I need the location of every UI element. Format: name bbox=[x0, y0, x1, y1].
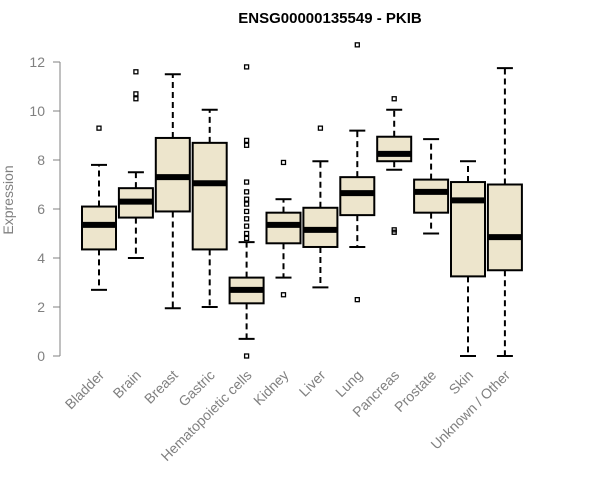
box-group bbox=[81, 125, 117, 291]
outlier-point bbox=[133, 91, 139, 97]
y-tick-label: 2 bbox=[37, 299, 45, 315]
outlier-point bbox=[243, 64, 250, 70]
x-tick-label: Kidney bbox=[250, 367, 292, 409]
outlier-point bbox=[280, 159, 287, 166]
outlier-point bbox=[243, 189, 250, 195]
box-group bbox=[154, 73, 191, 310]
box-group bbox=[486, 67, 523, 357]
box-group bbox=[413, 138, 450, 235]
outlier-point bbox=[243, 235, 250, 242]
y-tick-label: 0 bbox=[37, 348, 45, 364]
iqr-box bbox=[450, 181, 486, 278]
outlier-point bbox=[280, 292, 287, 298]
outlier-point bbox=[243, 216, 250, 222]
x-tick-label: Bladder bbox=[62, 367, 108, 413]
chart-title: ENSG00000135549 - PKIB bbox=[238, 10, 422, 27]
box-group bbox=[339, 42, 376, 303]
outlier-point bbox=[243, 230, 250, 237]
boxes-layer bbox=[81, 42, 523, 359]
x-tick-label: Breast bbox=[141, 367, 181, 407]
outlier-point bbox=[243, 223, 250, 229]
outlier-point bbox=[133, 96, 139, 102]
iqr-box bbox=[486, 183, 523, 272]
outlier-point bbox=[391, 96, 397, 102]
outlier-point bbox=[243, 137, 250, 144]
outlier-point bbox=[243, 201, 250, 207]
box-group bbox=[228, 64, 265, 359]
outlier-point bbox=[243, 353, 250, 359]
x-tick-label: Liver bbox=[296, 367, 329, 400]
x-tick-label: Skin bbox=[446, 367, 477, 398]
box-group bbox=[376, 96, 413, 235]
x-tick-label: Lung bbox=[332, 367, 365, 400]
x-tick-label: Brain bbox=[110, 367, 144, 401]
box-group bbox=[117, 69, 154, 259]
outlier-point bbox=[317, 125, 324, 131]
y-tick-label: 10 bbox=[29, 103, 45, 119]
iqr-box bbox=[376, 135, 413, 163]
y-tick-label: 6 bbox=[37, 201, 45, 217]
y-tick-label: 4 bbox=[37, 250, 45, 266]
box-group bbox=[450, 160, 486, 357]
iqr-box bbox=[339, 176, 376, 217]
outlier-point bbox=[96, 125, 102, 131]
box-group bbox=[265, 159, 302, 298]
outlier-point bbox=[243, 208, 250, 215]
box-group bbox=[191, 108, 228, 308]
outlier-point bbox=[354, 296, 360, 303]
outlier-point bbox=[391, 227, 397, 233]
box-group bbox=[302, 125, 339, 289]
iqr-box bbox=[81, 205, 117, 251]
y-tick-label: 12 bbox=[29, 54, 45, 70]
y-axis-label: Expression bbox=[0, 165, 16, 234]
outlier-point bbox=[354, 42, 360, 48]
iqr-box bbox=[413, 178, 450, 214]
iqr-box bbox=[191, 141, 228, 251]
y-tick-label: 8 bbox=[37, 152, 45, 168]
outlier-point bbox=[243, 142, 250, 148]
outlier-point bbox=[243, 196, 250, 202]
x-tick-label: Prostate bbox=[391, 367, 439, 415]
outlier-point bbox=[243, 179, 250, 185]
y-axis-ticks: 0 2 4 6 8 10 12 bbox=[29, 54, 60, 364]
iqr-box bbox=[265, 211, 302, 245]
outlier-point bbox=[133, 69, 139, 75]
